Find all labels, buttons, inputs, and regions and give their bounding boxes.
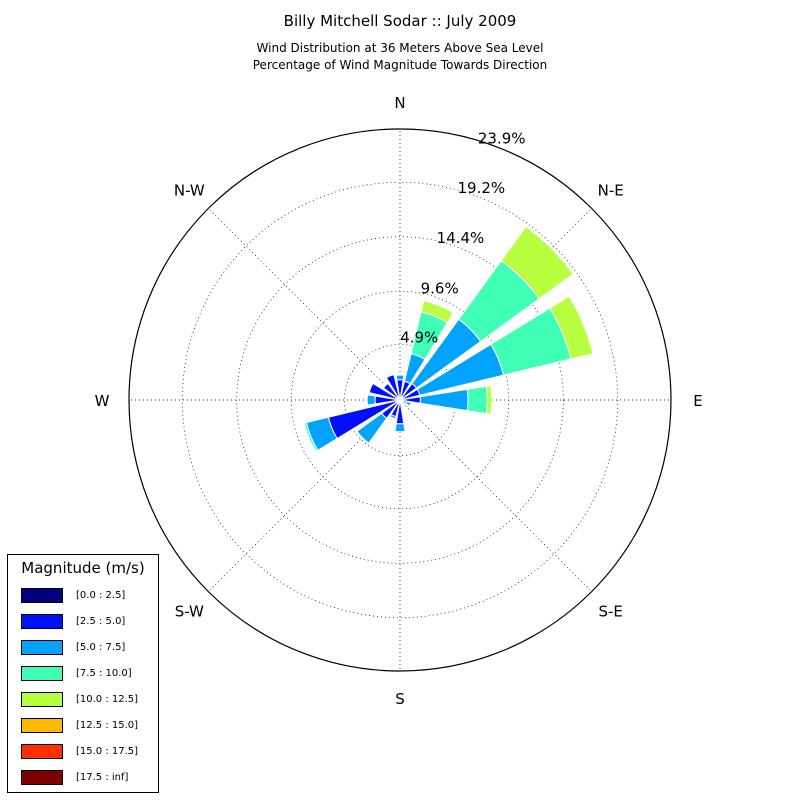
bar-dir-3-bin-5 <box>568 295 595 355</box>
radial-tick-label-1: 9.6% <box>421 279 459 297</box>
legend-label-1: [2.5 : 5.0] <box>76 616 126 627</box>
direction-label-n-w: N-W <box>174 181 205 199</box>
legend-label-6: [15.0 : 17.5] <box>76 746 139 757</box>
bar-dir-2-bin-4 <box>500 225 575 300</box>
grid-spoke-3 <box>399 399 592 592</box>
bar-dir-5-bin-2 <box>405 400 412 407</box>
legend-swatch-7 <box>21 770 63 785</box>
bar-dir-4-bin-3 <box>466 385 488 415</box>
direction-label-e: E <box>693 392 702 410</box>
legend-swatch-2 <box>21 640 63 655</box>
direction-label-s-e: S-E <box>599 603 623 621</box>
direction-label-n: N <box>394 94 405 112</box>
radial-tick-label-0: 4.9% <box>400 329 438 347</box>
bar-dir-15-bin-1 <box>385 374 401 400</box>
legend-swatch-1 <box>21 614 63 629</box>
radial-tick-label-3: 19.2% <box>457 179 505 197</box>
chart-title: Billy Mitchell Sodar :: July 2009 <box>283 12 517 30</box>
direction-label-s-w: S-W <box>175 603 204 621</box>
legend-label-3: [7.5 : 10.0] <box>76 668 132 679</box>
grid-spoke-7 <box>208 208 401 401</box>
outer-circle <box>128 128 672 672</box>
legend-label-0: [0.0 : 2.5] <box>76 590 126 601</box>
grid-circle-3 <box>181 181 619 619</box>
radial-tick-label-4: 23.9% <box>478 130 526 148</box>
legend-swatch-0 <box>21 588 63 603</box>
bar-dir-11-bin-3 <box>303 421 319 453</box>
legend-label-2: [5.0 : 7.5] <box>76 642 126 653</box>
legend-label-4: [10.0 : 12.5] <box>76 694 139 705</box>
direction-label-s: S <box>395 690 405 708</box>
radial-tick-label-2: 14.4% <box>437 229 485 247</box>
bar-dir-8-bin-2 <box>394 422 406 433</box>
grid-circle-2 <box>236 236 564 564</box>
bar-dir-7-bin-2 <box>400 403 404 407</box>
bar-dir-6-bin-2 <box>402 402 407 407</box>
bar-dir-1-bin-4 <box>420 300 455 324</box>
bar-dir-10-bin-3 <box>355 430 370 445</box>
polar-labels: 4.9% 9.6% 14.4% 19.2% 23.9% N N-E E S-E S S-W W N-W <box>95 94 703 708</box>
legend-label-5: [12.5 : 15.0] <box>76 720 139 731</box>
legend-label-7: [17.5 : inf] <box>76 772 129 783</box>
legend-swatch-3 <box>21 666 63 681</box>
bar-dir-4-bin-4 <box>485 385 493 415</box>
direction-label-n-e: N-E <box>598 181 624 199</box>
legend-swatch-4 <box>21 692 63 707</box>
bar-dir-9-bin-2 <box>389 413 397 420</box>
bar-dir-12-bin-2 <box>366 394 376 406</box>
bar-dir-0-bin-2 <box>395 374 405 381</box>
chart-subtitle-line-1: Wind Distribution at 36 Meters Above Sea… <box>256 41 544 55</box>
wind-rose-bars <box>303 225 595 453</box>
legend-swatch-5 <box>21 718 63 733</box>
chart-subtitle-line-2: Percentage of Wind Magnitude Towards Dir… <box>252 58 548 72</box>
legend-swatch-6 <box>21 744 63 759</box>
direction-label-w: W <box>95 392 110 410</box>
legend: Magnitude (m/s) [0.0 : 2.5] [2.5 : 5.0] … <box>7 554 159 793</box>
legend-title: Magnitude (m/s) <box>21 559 145 577</box>
